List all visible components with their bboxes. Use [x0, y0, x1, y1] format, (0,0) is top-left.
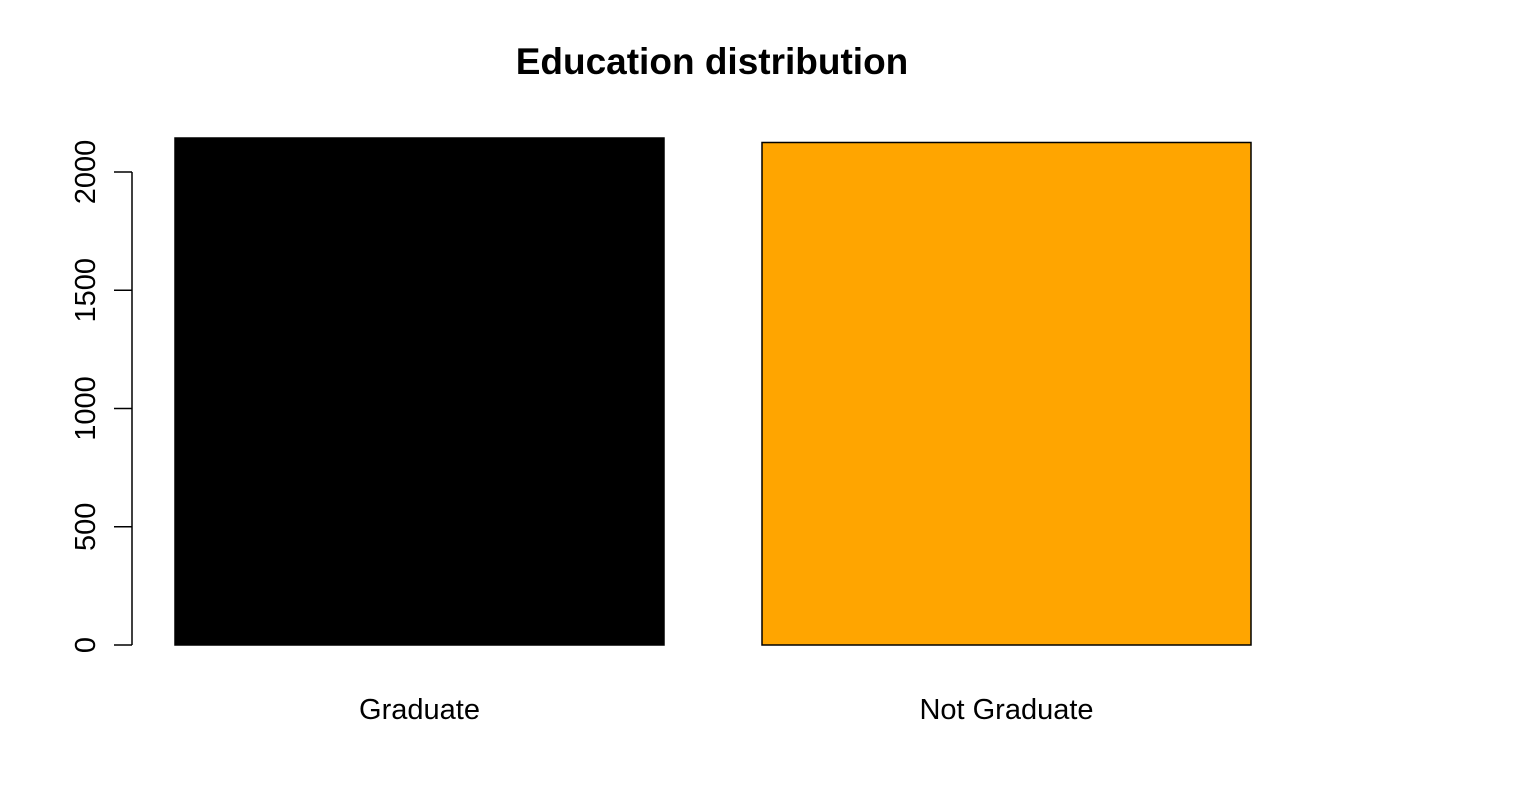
- x-category-label: Graduate: [359, 694, 480, 726]
- x-axis-labels: Graduate Not Graduate: [359, 694, 1094, 726]
- chart-title: Education distribution: [516, 41, 909, 82]
- y-tick-label: 1500: [70, 258, 102, 323]
- y-axis: 0 500 1000 1500 2000: [70, 140, 133, 653]
- x-category-label: Not Graduate: [919, 694, 1093, 726]
- y-tick-label: 2000: [70, 140, 102, 205]
- bar-not-graduate: [761, 141, 1252, 646]
- bar-graduate: [174, 137, 665, 646]
- y-tick-label: 0: [70, 637, 102, 653]
- y-tick-label: 1000: [70, 376, 102, 441]
- bars-layer: [174, 137, 1252, 646]
- y-tick-label: 500: [70, 503, 102, 551]
